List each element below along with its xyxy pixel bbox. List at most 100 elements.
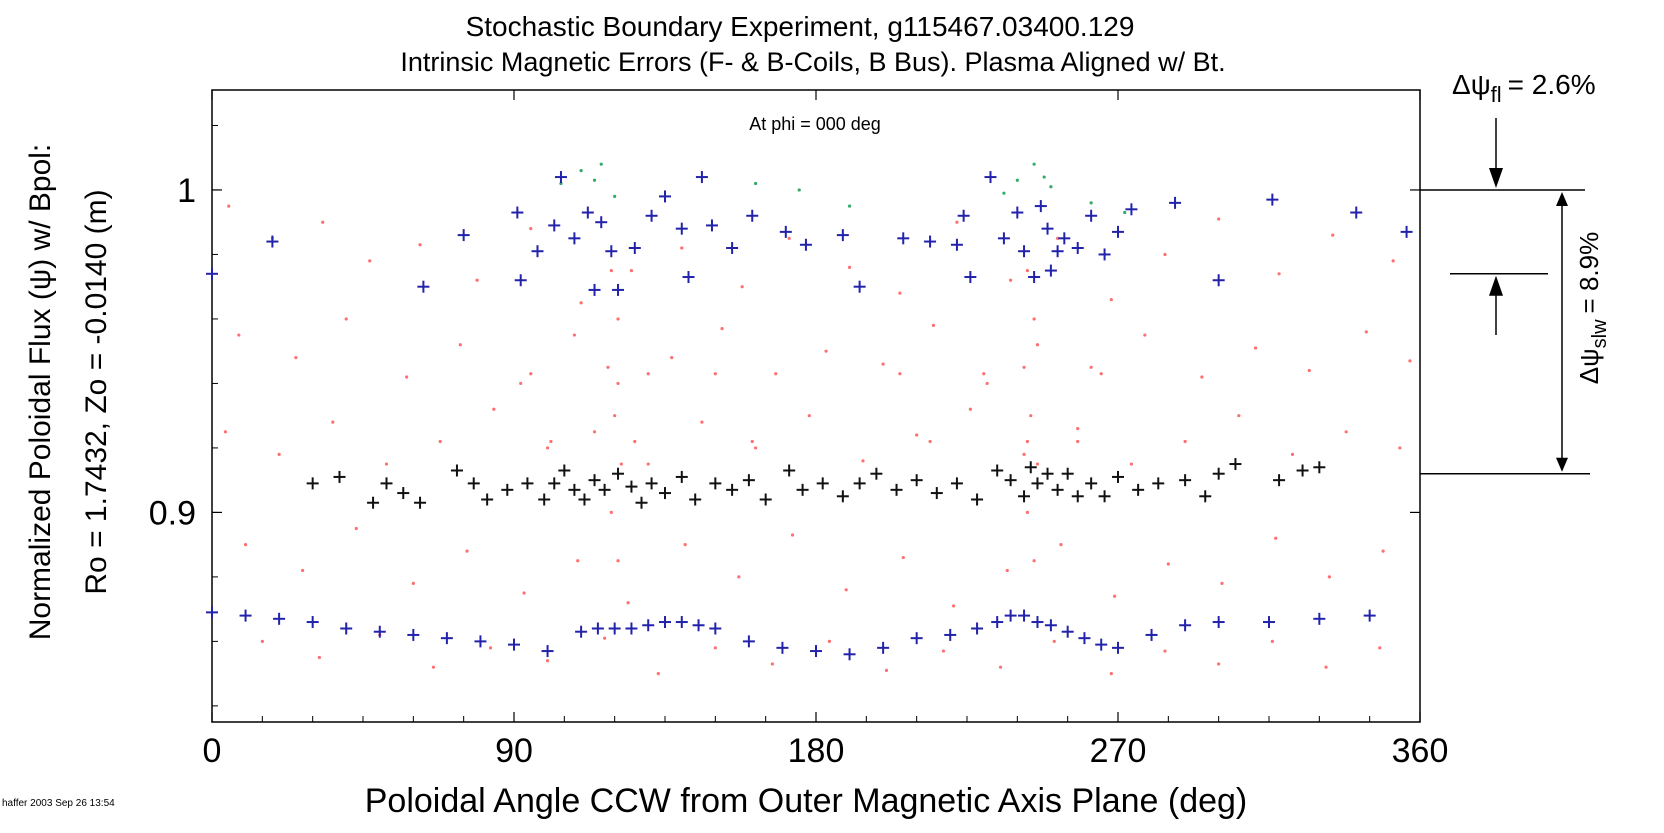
plus-marker (1266, 194, 1278, 206)
data-point (1043, 175, 1046, 178)
plus-marker (1179, 619, 1191, 631)
plus-marker (367, 497, 379, 509)
data-point (1123, 211, 1126, 214)
plus-marker (1062, 468, 1074, 480)
plus-marker (1199, 490, 1211, 502)
plus-marker (1099, 490, 1111, 502)
plus-marker (307, 477, 319, 489)
data-point (848, 266, 851, 269)
data-point (882, 362, 885, 365)
data-point (824, 350, 827, 353)
plus-marker (1025, 461, 1037, 473)
dots-layer (224, 163, 1412, 676)
plus-marker (659, 616, 671, 628)
data-point (1291, 453, 1294, 456)
plus-marker (501, 484, 513, 496)
plus-marker (609, 622, 621, 634)
plus-marker (1078, 632, 1090, 644)
plus-marker (548, 477, 560, 489)
plus-marker (1072, 242, 1084, 254)
plus-marker (1045, 265, 1057, 277)
plus-marker (380, 477, 392, 489)
data-point (1184, 440, 1187, 443)
plus-marker (642, 619, 654, 631)
plus-marker (508, 639, 520, 651)
plus-marker (625, 481, 637, 493)
data-point (1392, 259, 1395, 262)
data-point (1076, 440, 1079, 443)
plus-marker (911, 474, 923, 486)
data-point (278, 453, 281, 456)
plus-marker (911, 632, 923, 644)
data-point (670, 356, 673, 359)
data-point (1220, 582, 1223, 585)
data-point (613, 414, 616, 417)
plus-marker (1125, 203, 1137, 215)
data-point (489, 646, 492, 649)
x-tick-label: 0 (203, 732, 222, 770)
plus-marker (1035, 200, 1047, 212)
data-point (1163, 649, 1166, 652)
data-point (928, 440, 931, 443)
data-point (969, 408, 972, 411)
data-point (720, 327, 723, 330)
y-axis-label-line1: Normalized Poloidal Flux (ψ) w/ Bpol: (24, 144, 57, 641)
plus-marker (1005, 610, 1017, 622)
data-point (1277, 272, 1280, 275)
plus-marker (568, 484, 580, 496)
plus-marker (958, 210, 970, 222)
plus-marker (837, 490, 849, 502)
data-point (616, 559, 619, 562)
plus-marker (1146, 629, 1158, 641)
data-point (603, 637, 606, 640)
plus-marker (1028, 271, 1040, 283)
data-point (1029, 414, 1032, 417)
plus-marker (810, 645, 822, 657)
delta-fl-label: Δψfl = 2.6% (1452, 69, 1596, 107)
data-point (986, 382, 989, 385)
y-tick-label: 1 (177, 172, 196, 210)
data-point (549, 440, 552, 443)
plus-marker (521, 477, 533, 489)
data-point (593, 430, 596, 433)
data-point (788, 237, 791, 240)
data-point (1163, 253, 1166, 256)
plus-marker (1031, 477, 1043, 489)
plot-area: At phi = 000 deg (206, 90, 1420, 722)
data-point (1002, 192, 1005, 195)
x-tick-label: 270 (1090, 732, 1147, 770)
phi-annotation: At phi = 000 deg (749, 114, 881, 134)
fl-arrowhead-bottom (1489, 276, 1503, 296)
data-point (1365, 330, 1368, 333)
data-point (345, 317, 348, 320)
data-point (294, 356, 297, 359)
data-point (1006, 569, 1009, 572)
plus-marker (1042, 468, 1054, 480)
plus-marker (1112, 471, 1124, 483)
plus-marker (924, 236, 936, 248)
plus-marker (743, 474, 755, 486)
plus-marker (797, 484, 809, 496)
data-point (1053, 640, 1056, 643)
data-point (1022, 453, 1025, 456)
data-point (1026, 440, 1029, 443)
plus-marker (1313, 613, 1325, 625)
plus-marker (1085, 210, 1097, 222)
data-point (1026, 269, 1029, 272)
data-point (1324, 666, 1327, 669)
data-point (227, 204, 230, 207)
plus-marker (397, 487, 409, 499)
data-point (1237, 414, 1240, 417)
data-point (684, 543, 687, 546)
data-point (610, 269, 613, 272)
plus-marker (1112, 642, 1124, 654)
plus-marker (1085, 477, 1097, 489)
data-point (932, 324, 935, 327)
data-point (1274, 537, 1277, 540)
data-point (848, 204, 851, 207)
plus-marker (531, 245, 543, 257)
plus-marker (709, 477, 721, 489)
plus-marker (726, 242, 738, 254)
data-point (714, 646, 717, 649)
